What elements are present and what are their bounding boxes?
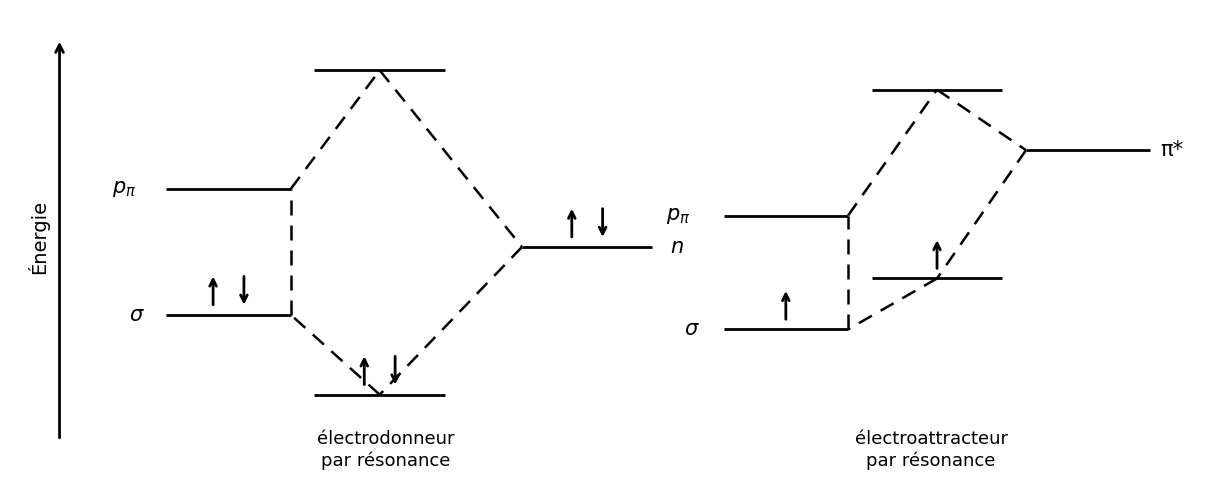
Text: σ: σ [684,319,697,339]
Text: Énergie: Énergie [27,200,50,274]
Text: électroattracteur
par résonance: électroattracteur par résonance [854,430,1008,470]
Text: électrodonneur
par résonance: électrodonneur par résonance [317,430,455,470]
Text: σ: σ [129,305,143,325]
Text: n: n [670,237,684,257]
Text: $p_π$: $p_π$ [113,179,137,199]
Text: $p_π$: $p_π$ [666,206,691,226]
Text: π*: π* [1160,140,1183,160]
